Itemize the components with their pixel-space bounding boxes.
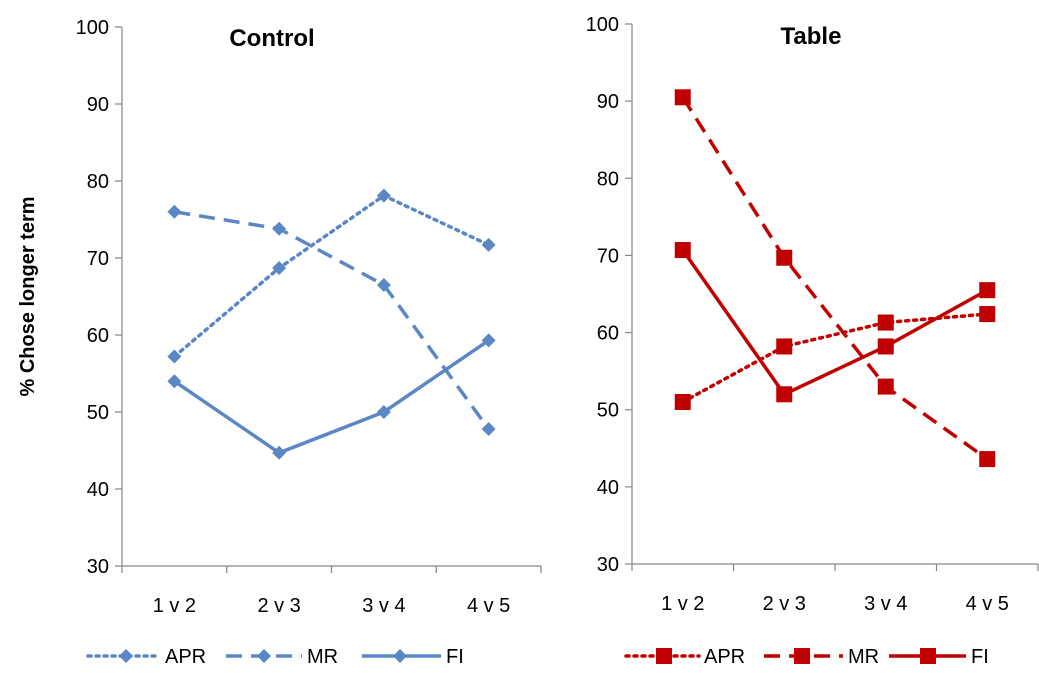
data-point-apr bbox=[376, 188, 391, 203]
x-tick-label: 3 v 4 bbox=[864, 593, 907, 615]
legend-label-apr: APR bbox=[165, 646, 206, 668]
legend-label-apr: APR bbox=[704, 646, 745, 668]
data-point-apr bbox=[272, 261, 287, 276]
y-tick-label: 100 bbox=[76, 17, 109, 39]
series-line-fi bbox=[173, 338, 490, 455]
data-point-apr bbox=[674, 394, 691, 410]
data-point-apr bbox=[877, 314, 894, 331]
y-tick-label: 70 bbox=[597, 245, 619, 267]
data-point-fi bbox=[979, 282, 996, 299]
chart-title: Control bbox=[229, 25, 314, 52]
data-point-mr bbox=[674, 89, 691, 106]
series-line-apr bbox=[172, 193, 491, 359]
data-point-fi bbox=[272, 445, 287, 460]
y-tick-label: 100 bbox=[586, 14, 619, 36]
data-point-apr bbox=[481, 237, 496, 252]
data-point-mr bbox=[481, 421, 496, 436]
y-tick-label: 30 bbox=[597, 554, 619, 576]
data-point-mr bbox=[979, 451, 996, 468]
legend-marker-mr bbox=[257, 649, 271, 663]
x-tick-label: 4 v 5 bbox=[467, 595, 510, 617]
y-tick-label: 50 bbox=[597, 400, 619, 422]
y-axis-title: % Chose longer term bbox=[17, 196, 39, 396]
data-point-mr bbox=[376, 277, 391, 292]
chart-panel-control: 30 40 50 60 70 80 90 100 1 v 2 2 v 3 3 v 4 4 v 5 Con… bbox=[17, 17, 542, 668]
data-point-mr bbox=[776, 249, 793, 266]
legend-label-mr: MR bbox=[307, 646, 338, 668]
data-point-fi bbox=[481, 333, 496, 348]
series-line-mr bbox=[681, 96, 989, 461]
data-point-fi bbox=[167, 374, 182, 389]
x-tick-label: 3 v 4 bbox=[362, 595, 405, 617]
legend-marker-fi bbox=[920, 648, 936, 664]
data-point-mr bbox=[877, 378, 894, 395]
legend-label-fi: FI bbox=[446, 646, 464, 668]
y-tick-label: 30 bbox=[87, 556, 109, 578]
legend-marker-apr bbox=[119, 649, 133, 663]
data-point-fi bbox=[376, 405, 391, 419]
legend-label-fi: FI bbox=[971, 646, 989, 668]
data-point-apr bbox=[776, 338, 793, 355]
y-tick-label: 80 bbox=[87, 171, 109, 193]
y-tick-label: 70 bbox=[87, 248, 109, 270]
series-line-mr bbox=[174, 210, 491, 430]
x-tick-label: 2 v 3 bbox=[763, 593, 806, 615]
x-tick-label: 2 v 3 bbox=[257, 595, 300, 617]
y-tick-label: 60 bbox=[597, 323, 619, 345]
data-point-apr bbox=[167, 349, 182, 364]
chart-panel-table: 30 40 50 60 70 80 90 100 1 v 2 2 v 3 3 v 4 4 v 5 Tab… bbox=[586, 14, 1039, 668]
data-point-fi bbox=[776, 386, 793, 403]
x-tick-label: 1 v 2 bbox=[153, 595, 196, 617]
legend-marker-mr bbox=[794, 648, 810, 664]
data-point-fi bbox=[877, 338, 894, 355]
series-line-fi bbox=[681, 249, 989, 397]
series-line-apr bbox=[681, 312, 989, 404]
chart-title: Table bbox=[781, 23, 842, 50]
legend-marker-fi bbox=[393, 649, 407, 663]
y-tick-label: 40 bbox=[597, 477, 619, 499]
y-tick-label: 40 bbox=[87, 479, 109, 501]
y-tick-label: 90 bbox=[87, 94, 109, 116]
legend-marker-apr bbox=[656, 648, 672, 664]
y-tick-label: 80 bbox=[597, 168, 619, 190]
data-point-mr bbox=[167, 204, 182, 219]
legend-label-mr: MR bbox=[848, 646, 879, 668]
data-point-fi bbox=[674, 242, 691, 259]
data-point-mr bbox=[272, 221, 287, 236]
y-tick-label: 60 bbox=[87, 325, 109, 347]
y-tick-label: 90 bbox=[597, 91, 619, 113]
data-point-apr bbox=[979, 306, 996, 323]
x-tick-label: 1 v 2 bbox=[661, 593, 704, 615]
x-tick-label: 4 v 5 bbox=[966, 593, 1009, 615]
y-tick-label: 50 bbox=[87, 402, 109, 424]
